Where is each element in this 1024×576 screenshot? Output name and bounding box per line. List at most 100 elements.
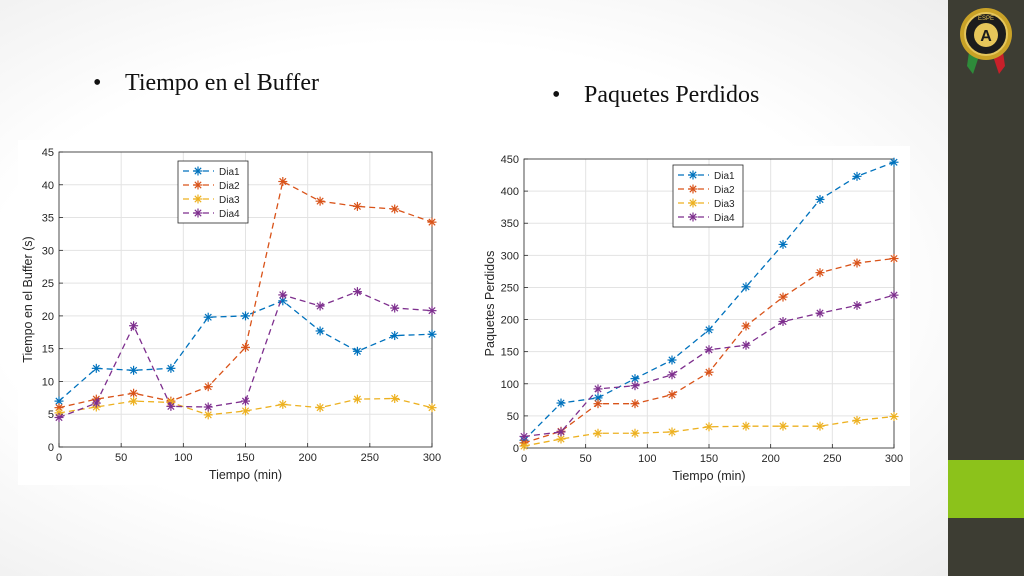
x-tick-label: 100 (174, 452, 192, 464)
data-point-dia3 (778, 421, 788, 431)
data-point-dia2 (593, 399, 603, 409)
x-axis-label: Tiempo (min) (672, 469, 745, 483)
chart-legend: Dia1 Dia2 Dia3 Dia4 (177, 160, 249, 224)
data-point-dia4 (54, 413, 64, 422)
y-tick-label: 400 (501, 186, 519, 198)
data-point-dia2 (278, 177, 288, 186)
y-tick-label: 15 (42, 344, 54, 356)
x-tick-label: 250 (823, 453, 841, 465)
data-point-dia1 (166, 363, 176, 373)
logo-text: ESPE (978, 16, 994, 22)
data-point-dia2 (667, 390, 677, 400)
y-tick-label: 0 (48, 442, 54, 454)
data-point-dia4 (519, 431, 529, 441)
data-point-dia1 (203, 312, 213, 322)
data-point-dia3 (129, 396, 139, 406)
data-point-dia2 (203, 382, 213, 392)
legend-marker (688, 212, 698, 222)
x-tick-label: 300 (423, 452, 441, 464)
x-tick-label: 100 (638, 453, 656, 465)
accent-green-block (948, 460, 1024, 518)
data-point-dia1 (91, 363, 101, 373)
data-point-dia1 (704, 325, 714, 335)
y-tick-label: 45 (42, 147, 54, 159)
data-point-dia4 (852, 300, 862, 310)
data-point-dia2 (852, 258, 862, 268)
data-point-dia1 (815, 194, 825, 204)
data-point-dia3 (278, 399, 288, 409)
data-point-dia3 (519, 441, 529, 451)
data-point-dia4 (241, 396, 250, 406)
x-tick-label: 200 (298, 452, 316, 464)
data-point-dia3 (630, 428, 640, 438)
data-point-dia1 (778, 239, 788, 249)
data-point-dia4 (889, 290, 899, 300)
data-point-dia3 (889, 412, 899, 422)
buffer-time-chart: 0 50 100 150 200 250 300 0 5 10 15 20 25 30 35 40 45 Tiem… (21, 147, 441, 482)
y-axis-label: Paquetes Perdidos (483, 251, 497, 357)
legend-label: Dia3 (714, 199, 735, 210)
legend-entry-dia2: Dia2 (678, 184, 735, 196)
right-slide-heading: • Paquetes Perdidos (552, 82, 759, 109)
y-tick-label: 200 (501, 315, 519, 327)
data-point-dia4 (390, 303, 400, 313)
data-point-dia2 (315, 196, 325, 206)
data-point-dia1 (427, 329, 437, 339)
x-tick-label: 300 (885, 453, 903, 465)
y-tick-label: 30 (42, 245, 54, 257)
data-point-dia1 (390, 331, 400, 341)
legend-entry-dia4: Dia4 (678, 212, 735, 224)
data-point-dia1 (667, 355, 677, 365)
data-point-dia3 (593, 428, 603, 438)
series-line-dia4 (58, 290, 433, 419)
data-point-dia4 (315, 301, 325, 311)
data-point-dia3 (315, 403, 325, 413)
bullet-marker: • (93, 70, 102, 96)
data-point-dia1 (352, 346, 362, 356)
y-tick-label: 300 (501, 250, 519, 262)
data-point-dia4 (778, 316, 788, 326)
data-point-dia2 (129, 388, 139, 398)
y-tick-label: 250 (501, 282, 519, 294)
data-point-dia4 (91, 398, 101, 408)
legend-label: Dia3 (219, 195, 240, 206)
buffer-time-chart-frame: 0 50 100 150 200 250 300 0 5 10 15 20 25 30 35 40 45 Tiem… (18, 140, 453, 485)
x-tick-label: 0 (56, 452, 62, 464)
y-tick-label: 35 (42, 213, 54, 225)
data-point-dia3 (241, 406, 250, 416)
data-point-dia2 (390, 204, 400, 214)
data-point-dia2 (704, 367, 714, 377)
lost-packets-chart-frame: 0 50 100 150 200 250 300 0 50 100 150 200 250 300 350 4… (480, 146, 910, 486)
data-point-dia4 (352, 287, 362, 297)
legend-marker (688, 184, 698, 194)
y-tick-label: 0 (513, 443, 519, 455)
x-tick-label: 50 (580, 453, 592, 465)
y-tick-label: 50 (507, 411, 519, 423)
data-point-dia3 (427, 403, 437, 413)
data-point-dia3 (741, 421, 751, 431)
y-tick-label: 5 (48, 409, 54, 421)
data-point-dia4 (129, 321, 139, 331)
data-point-dia2 (778, 292, 788, 302)
legend-label: Dia4 (219, 209, 240, 220)
x-tick-label: 150 (236, 452, 254, 464)
lost-packets-chart: 0 50 100 150 200 250 300 0 50 100 150 200 250 300 350 4… (483, 154, 903, 483)
data-point-dia1 (556, 398, 566, 408)
data-point-dia2 (815, 268, 825, 278)
data-point-dia2 (427, 217, 437, 227)
data-point-dia3 (815, 421, 825, 431)
data-point-dia4 (278, 290, 288, 300)
data-point-dia3 (667, 427, 677, 437)
y-tick-label: 25 (42, 278, 54, 290)
data-point-dia2 (741, 321, 751, 331)
data-point-dia1 (278, 296, 288, 306)
data-point-dia2 (889, 254, 899, 264)
legend-marker (193, 194, 203, 204)
data-point-dia4 (203, 402, 213, 412)
right-heading-text: Paquetes Perdidos (584, 82, 760, 108)
data-point-dia4 (741, 340, 751, 350)
legend-entry-dia3: Dia3 (183, 194, 240, 206)
y-tick-label: 100 (501, 379, 519, 391)
legend-label: Dia1 (219, 167, 240, 178)
data-point-dia4 (630, 381, 640, 391)
